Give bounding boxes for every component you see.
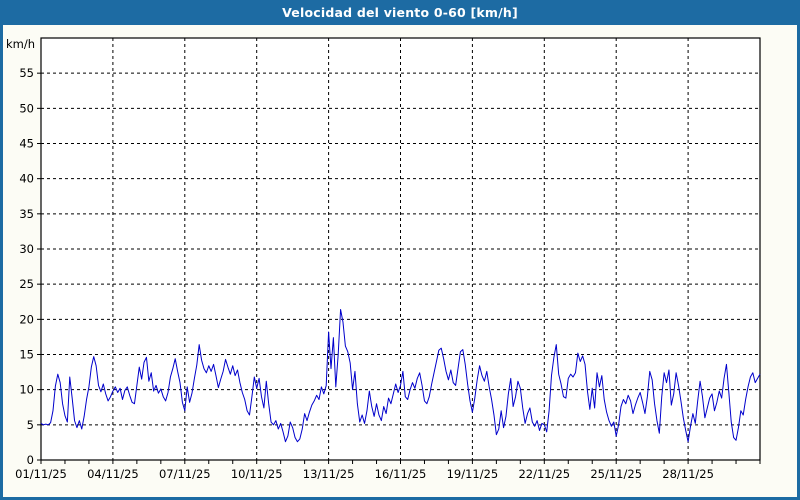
y-tick-label: 35 — [19, 207, 34, 221]
y-tick-label: 55 — [19, 66, 34, 80]
y-tick-label: 25 — [19, 277, 34, 291]
y-tick-label: 30 — [19, 242, 34, 256]
chart-title: Velocidad del viento 0-60 [km/h] — [282, 5, 518, 20]
y-tick-label: 15 — [19, 348, 34, 362]
x-tick-label: 22/11/25 — [518, 467, 570, 481]
x-tick-label: 19/11/25 — [447, 467, 499, 481]
x-tick-label: 07/11/25 — [159, 467, 211, 481]
y-tick-label: 45 — [19, 137, 34, 151]
x-tick-label: 04/11/25 — [87, 467, 139, 481]
y-tick-label: 40 — [19, 172, 34, 186]
x-tick-label: 13/11/25 — [303, 467, 355, 481]
y-tick-label: 5 — [27, 418, 34, 432]
y-tick-label: 50 — [19, 101, 34, 115]
y-tick-label: 0 — [27, 453, 34, 467]
window-titlebar: Velocidad del viento 0-60 [km/h] — [3, 3, 797, 25]
x-tick-label: 16/11/25 — [375, 467, 427, 481]
x-tick-label: 28/11/25 — [662, 467, 714, 481]
y-tick-label: 20 — [19, 312, 34, 326]
wind-speed-line — [40, 308, 761, 443]
y-axis-unit-label: km/h — [6, 37, 35, 51]
x-tick-label: 10/11/25 — [231, 467, 283, 481]
x-tick-label: 01/11/25 — [15, 467, 67, 481]
y-tick-label: 10 — [19, 383, 34, 397]
plot-border — [40, 37, 761, 461]
x-tick-label: 25/11/25 — [590, 467, 642, 481]
